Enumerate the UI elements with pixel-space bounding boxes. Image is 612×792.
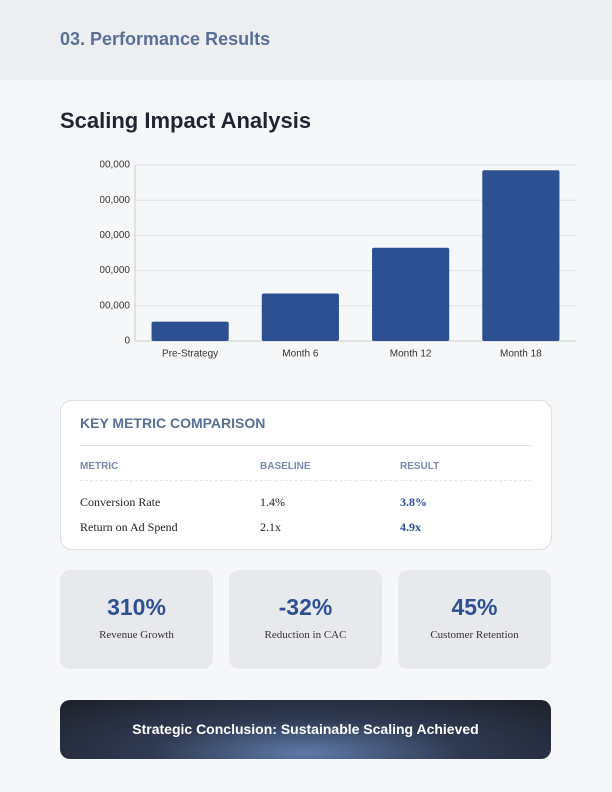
section-title: 03. Performance Results [60, 29, 271, 49]
y-tick-label: 0 [124, 336, 130, 347]
stat-label: Revenue Growth [99, 629, 174, 641]
y-tick-label: 400,000 [100, 195, 130, 206]
column-header: RESULT [400, 461, 440, 472]
divider [80, 480, 532, 481]
stat-card: -32% Reduction in CAC [229, 570, 382, 669]
x-tick-label: Month 12 [390, 349, 432, 360]
cell: Return on Ad Spend [80, 520, 178, 534]
stat-label: Customer Retention [430, 629, 519, 641]
conclusion-banner: Strategic Conclusion: Sustainable Scalin… [60, 700, 551, 759]
x-tick-label: Month 6 [282, 349, 319, 360]
y-tick-label: 500,000 [100, 160, 130, 171]
cell: 2.1x [260, 520, 281, 534]
cell: 3.8% [400, 495, 427, 509]
bar [261, 293, 339, 341]
cell: 4.9x [400, 520, 421, 534]
cell: Conversion Rate [80, 495, 161, 509]
comparison-card: KEY METRIC COMPARISON METRIC BASELINE RE… [60, 400, 552, 550]
stat-card: 45% Customer Retention [398, 570, 551, 669]
y-tick-label: 300,000 [100, 230, 130, 241]
bar [372, 247, 450, 341]
y-tick-label: 200,000 [100, 265, 130, 276]
stat-label: Reduction in CAC [264, 629, 347, 641]
header: 03. Performance Results [0, 0, 612, 80]
y-tick-label: 100,000 [100, 300, 130, 311]
card-title: KEY METRIC COMPARISON [80, 415, 266, 431]
stat-card: 310% Revenue Growth [60, 570, 213, 669]
x-tick-label: Month 18 [500, 349, 542, 360]
chart-title: Scaling Impact Analysis [60, 108, 312, 133]
chart: 0 100,000 200,000 300,000 400,000 500,000 Pre-… [100, 160, 576, 360]
divider [80, 445, 532, 446]
column-header: METRIC [80, 461, 119, 472]
bar [151, 321, 229, 341]
column-header: BASELINE [260, 461, 311, 472]
stat-value: -32% [278, 594, 333, 620]
stat-value: 310% [107, 594, 166, 620]
bar [482, 170, 560, 341]
x-tick-label: Pre-Strategy [162, 349, 218, 360]
cell: 1.4% [260, 495, 285, 509]
stat-value: 45% [451, 594, 498, 620]
